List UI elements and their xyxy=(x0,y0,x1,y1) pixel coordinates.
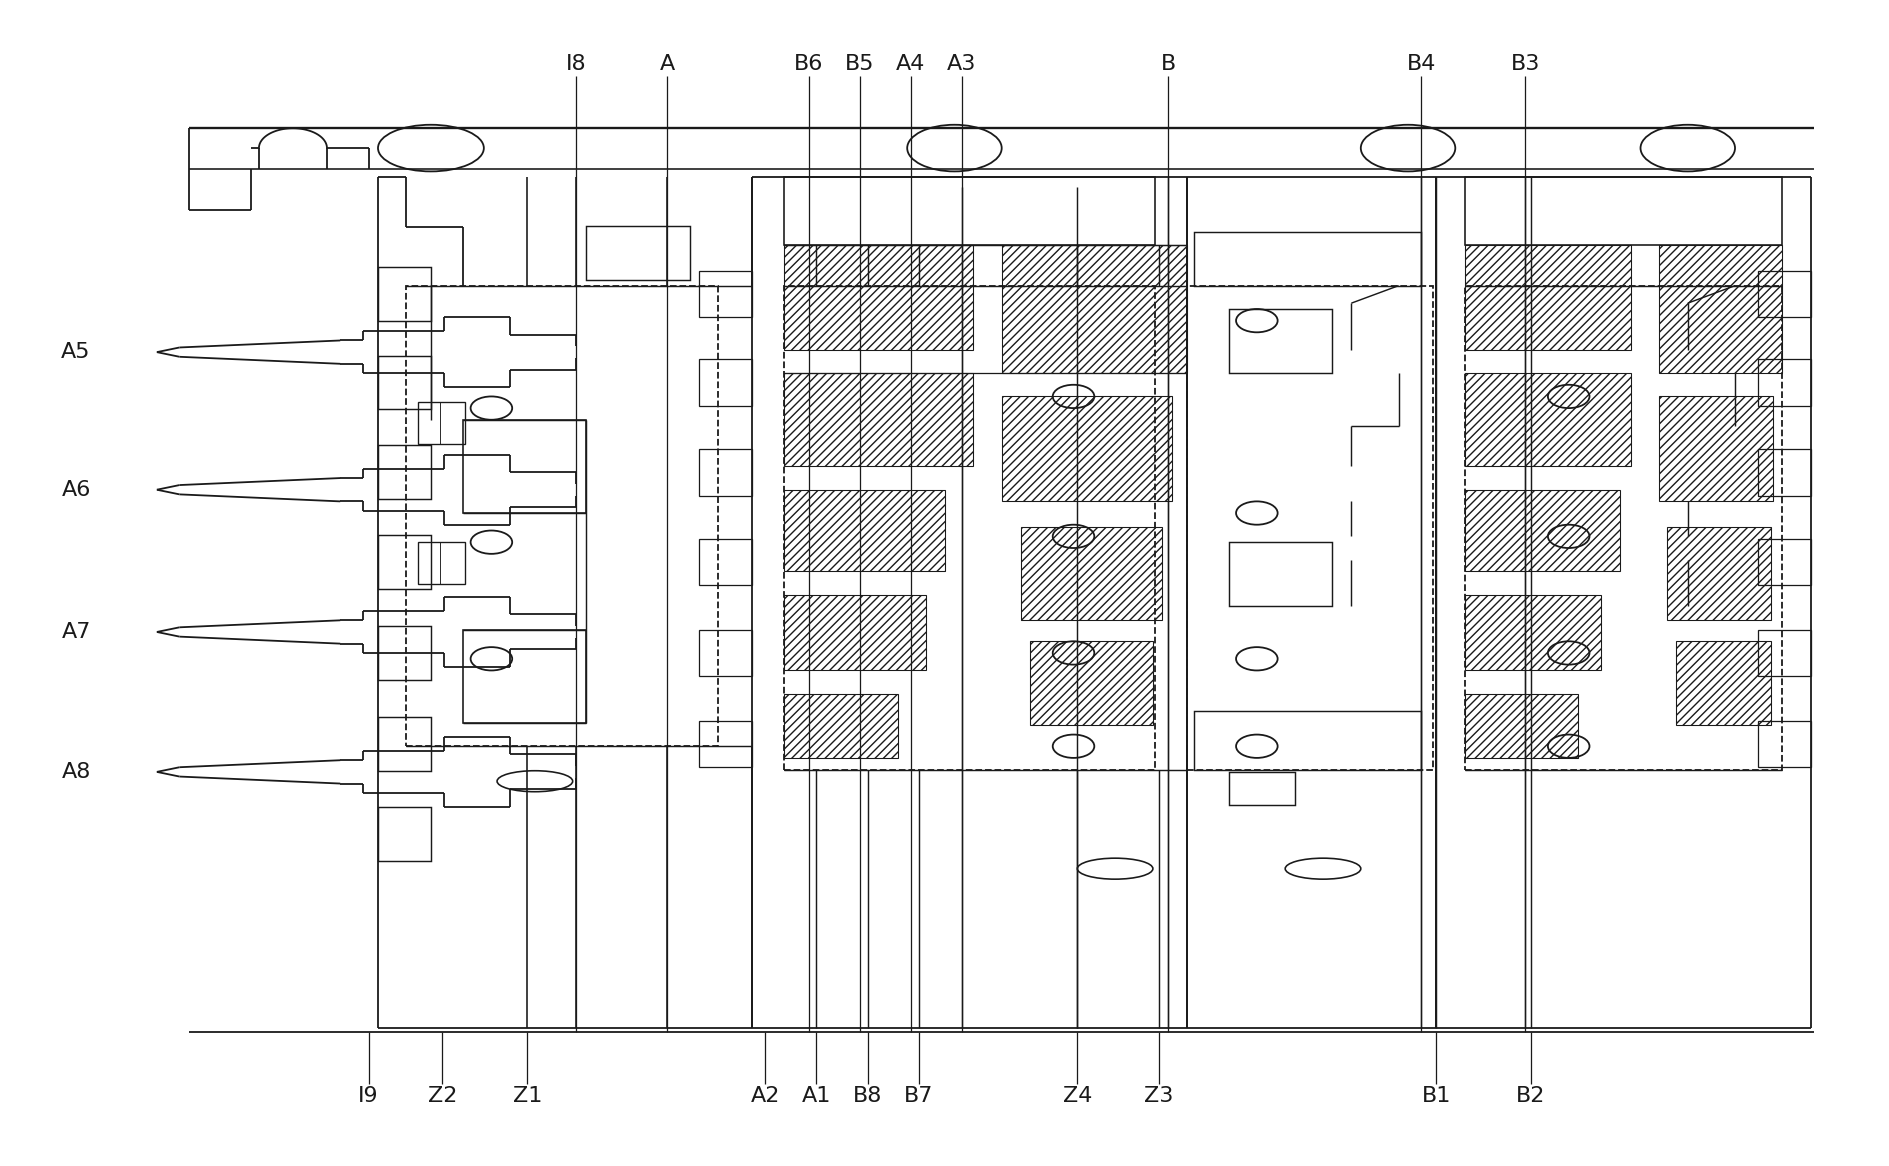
Bar xyxy=(1464,286,1781,770)
Text: B1: B1 xyxy=(1421,1086,1451,1107)
Text: A: A xyxy=(659,54,674,75)
Text: A8: A8 xyxy=(60,761,91,782)
Bar xyxy=(1464,490,1619,571)
Bar xyxy=(699,721,752,767)
Bar xyxy=(784,595,926,670)
Text: B7: B7 xyxy=(903,1086,933,1107)
Bar xyxy=(1464,373,1630,466)
Bar xyxy=(378,535,431,589)
Bar xyxy=(699,359,752,406)
Bar xyxy=(784,490,944,571)
Bar xyxy=(378,807,431,861)
Text: B4: B4 xyxy=(1405,54,1436,75)
Bar xyxy=(1659,396,1772,501)
Bar xyxy=(784,694,897,758)
Bar xyxy=(699,630,752,676)
Bar xyxy=(1464,177,1781,245)
Bar xyxy=(784,177,1154,245)
Bar xyxy=(784,286,1154,770)
Bar xyxy=(1186,286,1432,770)
Bar xyxy=(417,542,465,584)
Bar xyxy=(378,717,431,771)
Bar xyxy=(1001,245,1186,373)
Text: Z1: Z1 xyxy=(512,1086,542,1107)
Bar xyxy=(406,286,718,746)
Text: A3: A3 xyxy=(946,54,977,75)
Bar xyxy=(699,271,752,317)
Bar xyxy=(1757,449,1810,496)
Bar xyxy=(1757,271,1810,317)
Bar xyxy=(1464,245,1630,350)
Text: I8: I8 xyxy=(567,54,586,75)
Text: B3: B3 xyxy=(1509,54,1540,75)
Bar xyxy=(1757,721,1810,767)
Text: B2: B2 xyxy=(1515,1086,1545,1107)
Bar xyxy=(1001,396,1171,501)
Bar xyxy=(463,630,586,723)
Text: Z3: Z3 xyxy=(1143,1086,1173,1107)
Bar xyxy=(1228,309,1332,373)
Text: A6: A6 xyxy=(60,479,91,500)
Text: I9: I9 xyxy=(359,1086,378,1107)
Text: A7: A7 xyxy=(60,621,91,642)
Bar xyxy=(378,626,431,680)
Bar xyxy=(1659,245,1781,373)
Text: A1: A1 xyxy=(801,1086,831,1107)
Text: B8: B8 xyxy=(852,1086,882,1107)
Text: B5: B5 xyxy=(844,54,875,75)
Bar xyxy=(1464,595,1600,670)
Bar xyxy=(1194,711,1421,770)
Bar xyxy=(586,226,689,280)
Bar xyxy=(1030,641,1152,725)
Bar xyxy=(1676,641,1770,725)
Bar xyxy=(463,420,586,513)
Bar xyxy=(1666,527,1770,620)
Bar xyxy=(784,373,973,466)
Text: B6: B6 xyxy=(793,54,824,75)
Bar xyxy=(417,402,465,444)
Bar xyxy=(784,245,973,350)
Text: Z2: Z2 xyxy=(427,1086,457,1107)
Bar xyxy=(378,445,431,499)
Text: A2: A2 xyxy=(750,1086,780,1107)
Bar xyxy=(699,539,752,585)
Bar xyxy=(1464,694,1577,758)
Bar xyxy=(1757,630,1810,676)
Bar xyxy=(378,356,431,409)
Bar xyxy=(1194,232,1421,286)
Bar xyxy=(1757,359,1810,406)
Text: B: B xyxy=(1160,54,1175,75)
Text: A4: A4 xyxy=(895,54,926,75)
Bar xyxy=(1020,527,1162,620)
Bar xyxy=(378,267,431,321)
Bar xyxy=(1228,542,1332,606)
Text: A5: A5 xyxy=(60,342,91,363)
Bar xyxy=(1757,539,1810,585)
Bar xyxy=(1228,772,1294,805)
Bar xyxy=(699,449,752,496)
Text: Z4: Z4 xyxy=(1062,1086,1092,1107)
